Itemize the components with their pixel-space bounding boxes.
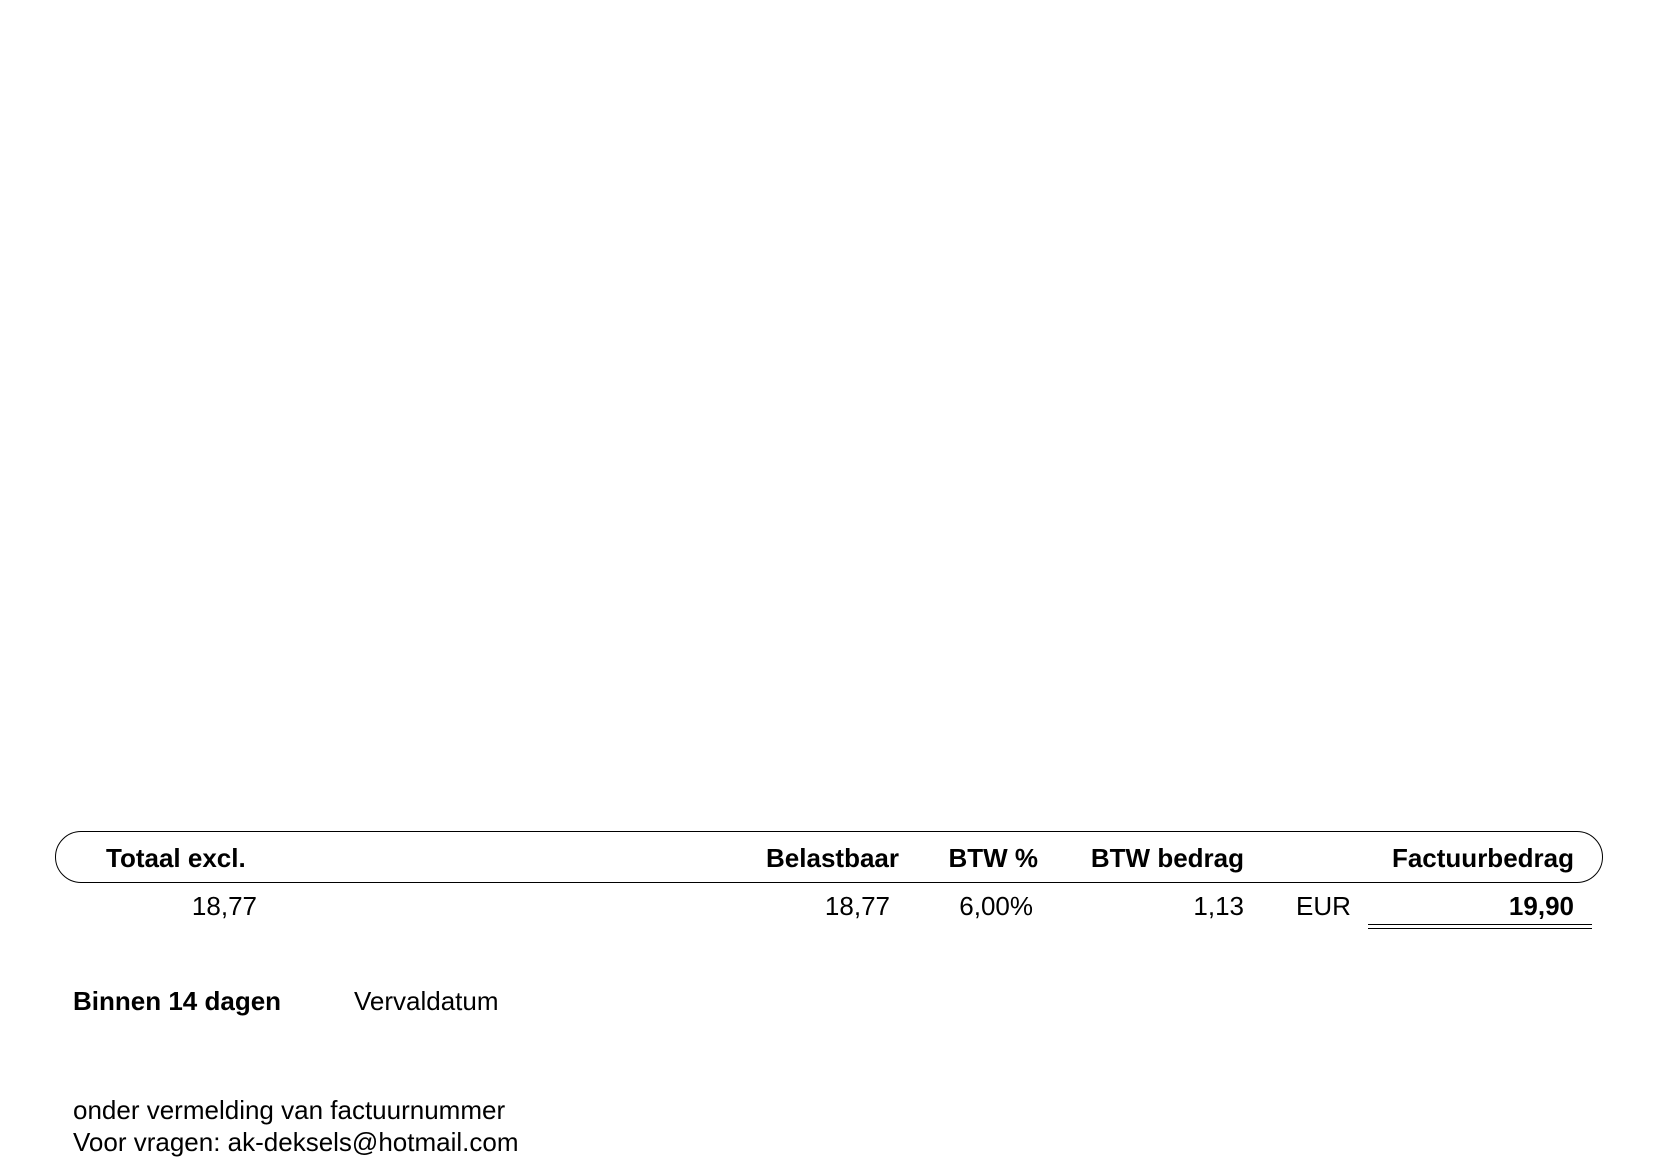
value-totaal-excl: 18,77 xyxy=(191,891,257,921)
payment-term: Binnen 14 dagen xyxy=(73,986,282,1016)
header-btw-bedrag: BTW bedrag xyxy=(1090,843,1244,873)
header-btw-percentage: BTW % xyxy=(948,843,1038,873)
total-double-underline xyxy=(1368,924,1592,929)
value-btw-percentage: 6,00% xyxy=(959,891,1033,921)
due-date-label: Vervaldatum xyxy=(354,986,499,1016)
value-currency: EUR xyxy=(1296,891,1351,921)
header-factuurbedrag: Factuurbedrag xyxy=(1391,843,1574,873)
note-contact-line: Voor vragen: ak-deksels@hotmail.com xyxy=(73,1127,519,1157)
value-belastbaar: 18,77 xyxy=(824,891,890,921)
header-belastbaar: Belastbaar xyxy=(766,843,899,873)
value-factuurbedrag: 19,90 xyxy=(1508,891,1574,921)
note-reference-line: onder vermelding van factuurnummer xyxy=(73,1095,506,1125)
header-totaal-excl: Totaal excl. xyxy=(106,843,246,873)
value-btw-bedrag: 1,13 xyxy=(1193,891,1244,921)
totals-header-band xyxy=(55,831,1603,883)
